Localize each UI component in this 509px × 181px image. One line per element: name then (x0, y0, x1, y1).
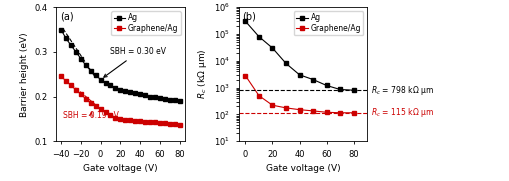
Ag (176, 100, 182, 102)
Graphene/Ag (122, 119, 128, 121)
Graphene/Ag (58, 75, 64, 77)
Ag (161, 98, 167, 100)
Ag (147, 95, 153, 98)
Graphene/Ag (256, 95, 262, 97)
Graphene/Ag (132, 120, 138, 122)
Graphene/Ag (161, 122, 167, 124)
Ag (82, 64, 89, 66)
Graphene/Ag (97, 108, 103, 110)
Graphene/Ag (176, 124, 182, 126)
Graphene/Ag (137, 120, 143, 122)
Ag (256, 35, 262, 38)
Ag (350, 89, 356, 91)
Ag (93, 74, 99, 76)
Ag (269, 47, 275, 49)
Graphene/Ag (282, 107, 289, 109)
Text: (a): (a) (60, 11, 73, 21)
Ag (309, 78, 316, 81)
Text: $R_c$ = 115 kΩ μm: $R_c$ = 115 kΩ μm (371, 106, 433, 119)
Graphene/Ag (63, 80, 69, 82)
Line: Ag: Ag (59, 27, 182, 103)
Graphene/Ag (73, 89, 79, 91)
Graphene/Ag (166, 123, 173, 125)
Graphene/Ag (350, 112, 356, 114)
Ag (152, 96, 158, 98)
Graphene/Ag (323, 111, 329, 113)
Graphene/Ag (172, 123, 178, 125)
X-axis label: Gate voltage (V): Gate voltage (V) (83, 164, 157, 173)
Graphene/Ag (107, 114, 114, 116)
Line: Ag: Ag (242, 19, 355, 93)
Text: $R_c$ = 798 kΩ μm: $R_c$ = 798 kΩ μm (371, 84, 433, 97)
Ag (137, 93, 143, 95)
Graphene/Ag (82, 98, 89, 100)
Graphene/Ag (88, 102, 94, 104)
Ag (122, 90, 128, 92)
Graphene/Ag (102, 111, 108, 113)
Ag (73, 51, 79, 53)
Graphene/Ag (296, 109, 302, 111)
Text: (b): (b) (242, 11, 256, 21)
Ag (282, 62, 289, 64)
Ag (58, 28, 64, 31)
Ag (127, 91, 133, 93)
Ag (117, 89, 123, 91)
Legend: Ag, Graphene/Ag: Ag, Graphene/Ag (293, 11, 363, 35)
Ag (296, 74, 302, 76)
Ag (102, 82, 108, 84)
Graphene/Ag (68, 84, 74, 87)
Graphene/Ag (242, 75, 248, 77)
Graphene/Ag (157, 122, 163, 124)
Ag (77, 58, 83, 60)
Graphene/Ag (269, 104, 275, 106)
Graphene/Ag (77, 93, 83, 95)
Ag (157, 97, 163, 99)
Legend: Ag, Graphene/Ag: Ag, Graphene/Ag (111, 11, 181, 35)
Ag (142, 94, 148, 96)
Text: SBH = 0.19 eV: SBH = 0.19 eV (63, 111, 119, 120)
Ag (242, 20, 248, 22)
Graphene/Ag (336, 112, 343, 114)
Line: Graphene/Ag: Graphene/Ag (59, 74, 182, 127)
Ag (63, 37, 69, 40)
Ag (132, 92, 138, 94)
Y-axis label: $R_c$ (kΩ μm): $R_c$ (kΩ μm) (195, 49, 208, 100)
Ag (323, 84, 329, 87)
Graphene/Ag (142, 120, 148, 123)
Ag (88, 70, 94, 72)
Y-axis label: Barrier height (eV): Barrier height (eV) (20, 32, 29, 117)
Line: Graphene/Ag: Graphene/Ag (242, 73, 355, 115)
Ag (68, 44, 74, 46)
Ag (112, 87, 118, 89)
Graphene/Ag (93, 105, 99, 108)
Ag (97, 79, 103, 81)
Graphene/Ag (127, 119, 133, 121)
Ag (336, 88, 343, 90)
Graphene/Ag (147, 121, 153, 123)
Graphene/Ag (112, 116, 118, 119)
Graphene/Ag (152, 121, 158, 123)
Text: SBH = 0.30 eV: SBH = 0.30 eV (104, 47, 166, 77)
Graphene/Ag (309, 110, 316, 112)
X-axis label: Gate voltage (V): Gate voltage (V) (265, 164, 340, 173)
Ag (172, 99, 178, 101)
Ag (166, 99, 173, 101)
Ag (107, 84, 114, 87)
Graphene/Ag (117, 118, 123, 120)
